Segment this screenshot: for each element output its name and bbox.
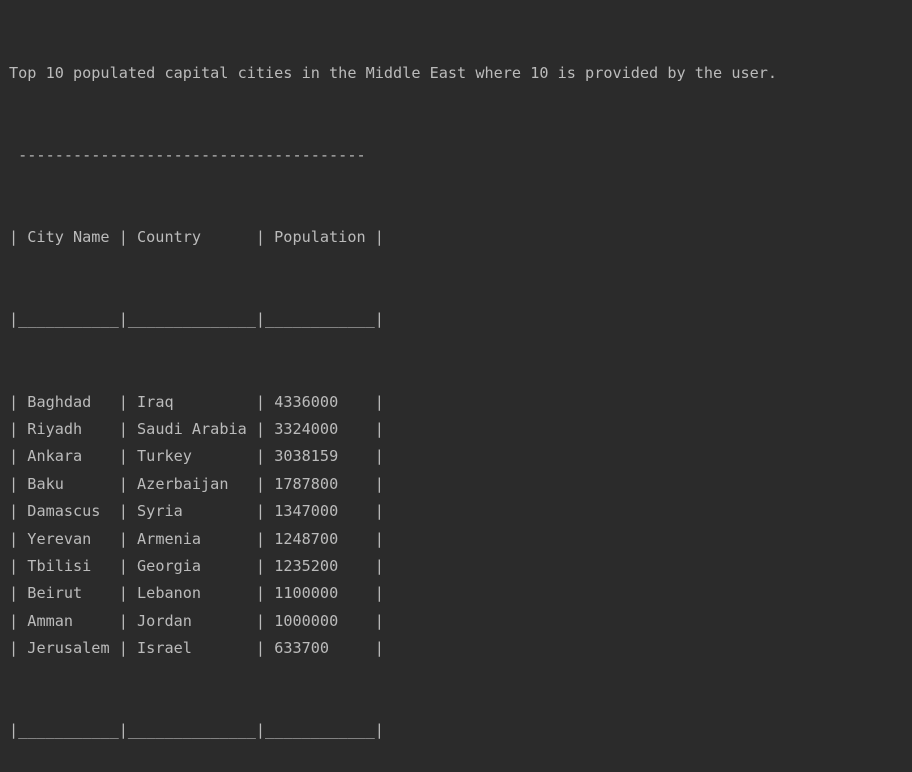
table-body: | Baghdad | Iraq | 4336000 | | Riyadh | S… [9, 389, 777, 663]
table-border: | [9, 447, 28, 466]
table-header: | City Name | Country | Population | [9, 228, 384, 247]
table-border: | [9, 556, 28, 575]
console-output: Top 10 populated capital cities in the M… [9, 5, 777, 772]
table-border: | [255, 611, 275, 630]
table-border: | [374, 474, 384, 493]
table-row: | Amman | Jordan | 1000000 | [9, 608, 777, 635]
table-bottom-border: |___________|______________|____________… [9, 721, 384, 740]
table-border: | [118, 611, 138, 630]
table-row: | Ankara | Turkey | 3038159 | [9, 443, 777, 470]
table-row: | Damascus | Syria | 1347000 | [9, 498, 777, 525]
table-border: | [118, 392, 138, 411]
population-cell: 1787800 [274, 474, 375, 493]
population-cell: 633700 [274, 639, 375, 658]
country-cell: Jordan [137, 611, 256, 630]
population-cell: 1100000 [274, 584, 375, 603]
country-cell: Georgia [137, 556, 256, 575]
table-header-separator: |___________|______________|____________… [9, 310, 384, 329]
population-cell: 3038159 [274, 447, 375, 466]
population-cell: 1248700 [274, 529, 375, 548]
table-border: | [374, 392, 384, 411]
table-row: | Baghdad | Iraq | 4336000 | [9, 389, 777, 416]
country-cell: Armenia [137, 529, 256, 548]
table-border: | [9, 639, 28, 658]
table-row: | Riyadh | Saudi Arabia | 3324000 | [9, 416, 777, 443]
table-border: | [118, 556, 138, 575]
country-cell: Azerbaijan [137, 474, 256, 493]
table-border: | [255, 474, 275, 493]
intro-text: Top 10 populated capital cities in the M… [9, 63, 778, 82]
country-cell: Turkey [137, 447, 256, 466]
table-border: | [118, 639, 138, 658]
table-border: | [374, 611, 384, 630]
city-name-cell: Amman [27, 611, 119, 630]
city-name-cell: Beirut [27, 584, 119, 603]
table-row: | Beirut | Lebanon | 1100000 | [9, 580, 777, 607]
country-cell: Iraq [137, 392, 256, 411]
table-border: | [255, 447, 275, 466]
table-border: | [9, 392, 28, 411]
table-border: | [118, 584, 138, 603]
city-name-cell: Riyadh [27, 420, 119, 439]
table-row: | Yerevan | Armenia | 1248700 | [9, 526, 777, 553]
city-name-cell: Baghdad [27, 392, 119, 411]
population-cell: 1000000 [274, 611, 375, 630]
table-border: | [255, 392, 275, 411]
table-border: | [374, 556, 384, 575]
table-border: | [118, 529, 138, 548]
city-name-cell: Damascus [27, 502, 119, 521]
table-border: | [9, 420, 28, 439]
city-name-cell: Yerevan [27, 529, 119, 548]
table-border: | [9, 611, 28, 630]
country-cell: Lebanon [137, 584, 256, 603]
table-border: | [9, 584, 28, 603]
table-border: | [255, 584, 275, 603]
table-border: | [374, 502, 384, 521]
table-border: | [9, 502, 28, 521]
table-border: | [374, 529, 384, 548]
table-border: | [118, 420, 138, 439]
city-name-cell: Tbilisi [27, 556, 119, 575]
table-border: | [255, 420, 275, 439]
population-cell: 4336000 [274, 392, 375, 411]
table-row: | Jerusalem | Israel | 633700 | [9, 635, 777, 662]
table-border: | [9, 529, 28, 548]
country-cell: Syria [137, 502, 256, 521]
table-row: | Tbilisi | Georgia | 1235200 | [9, 553, 777, 580]
table-border: | [374, 584, 384, 603]
population-cell: 1347000 [274, 502, 375, 521]
population-cell: 3324000 [274, 420, 375, 439]
table-top-border: -------------------------------------- [9, 146, 366, 165]
table-border: | [118, 474, 138, 493]
country-cell: Israel [137, 639, 256, 658]
table-border: | [374, 420, 384, 439]
city-name-cell: Jerusalem [27, 639, 119, 658]
table-border: | [255, 556, 275, 575]
table-border: | [255, 502, 275, 521]
table-border: | [118, 502, 138, 521]
table-row: | Baku | Azerbaijan | 1787800 | [9, 471, 777, 498]
table-border: | [255, 529, 275, 548]
table-border: | [374, 639, 384, 658]
table-border: | [255, 639, 275, 658]
country-cell: Saudi Arabia [137, 420, 256, 439]
population-cell: 1235200 [274, 556, 375, 575]
table-border: | [374, 447, 384, 466]
city-name-cell: Ankara [27, 447, 119, 466]
city-name-cell: Baku [27, 474, 119, 493]
table-border: | [118, 447, 138, 466]
table-border: | [9, 474, 28, 493]
